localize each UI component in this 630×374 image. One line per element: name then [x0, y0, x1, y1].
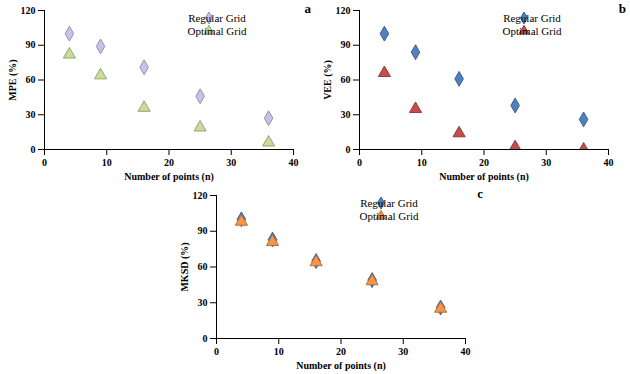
svg-text:c: c	[477, 186, 483, 201]
svg-text:20: 20	[164, 157, 174, 168]
svg-text:Regular Grid: Regular Grid	[188, 12, 246, 24]
svg-text:MPE (%): MPE (%)	[7, 59, 19, 100]
svg-text:10: 10	[274, 346, 284, 357]
svg-text:40: 40	[604, 157, 614, 168]
svg-text:30: 30	[26, 109, 36, 120]
svg-text:Number of points (n): Number of points (n)	[439, 171, 529, 183]
svg-text:10: 10	[417, 157, 427, 168]
svg-text:90: 90	[26, 39, 36, 50]
svg-text:40: 40	[461, 346, 471, 357]
svg-text:0: 0	[357, 157, 362, 168]
svg-text:Regular Grid: Regular Grid	[360, 197, 418, 209]
svg-text:20: 20	[336, 346, 346, 357]
svg-text:40: 40	[289, 157, 299, 168]
svg-text:90: 90	[198, 225, 208, 236]
svg-text:0: 0	[31, 144, 36, 155]
svg-text:b: b	[619, 1, 626, 16]
svg-text:30: 30	[398, 346, 408, 357]
svg-text:30: 30	[541, 157, 551, 168]
svg-text:Optimal Grid: Optimal Grid	[503, 25, 562, 37]
svg-text:60: 60	[341, 74, 351, 85]
svg-text:0: 0	[42, 157, 47, 168]
svg-text:60: 60	[198, 261, 208, 272]
svg-text:Number of points (n): Number of points (n)	[124, 171, 214, 183]
svg-text:90: 90	[341, 39, 351, 50]
svg-text:VEE (%): VEE (%)	[322, 60, 334, 100]
svg-text:30: 30	[226, 157, 236, 168]
svg-text:20: 20	[479, 157, 489, 168]
svg-text:Regular Grid: Regular Grid	[503, 12, 561, 24]
svg-text:60: 60	[26, 74, 36, 85]
svg-text:120: 120	[21, 5, 36, 16]
svg-text:120: 120	[193, 190, 208, 201]
svg-text:120: 120	[336, 5, 351, 16]
svg-text:0: 0	[346, 144, 351, 155]
svg-text:30: 30	[198, 297, 208, 308]
svg-text:Number of points (n): Number of points (n)	[296, 360, 386, 372]
svg-text:a: a	[305, 1, 312, 16]
svg-text:30: 30	[341, 109, 351, 120]
svg-text:10: 10	[102, 157, 112, 168]
svg-text:0: 0	[203, 333, 208, 344]
svg-text:0: 0	[214, 346, 219, 357]
svg-text:Optimal Grid: Optimal Grid	[188, 25, 247, 37]
svg-text:MKSD (%): MKSD (%)	[179, 242, 191, 291]
svg-text:Optimal Grid: Optimal Grid	[360, 210, 419, 222]
